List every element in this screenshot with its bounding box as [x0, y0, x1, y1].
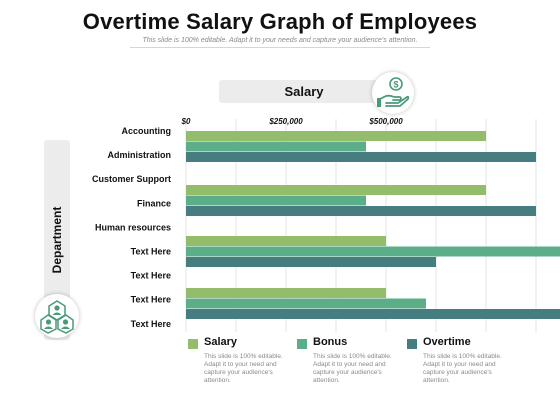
svg-text:$: $ — [393, 80, 398, 90]
category-label-2: Customer Support — [92, 174, 171, 184]
bar-salary-3 — [186, 288, 386, 298]
page-title: Overtime Salary Graph of Employees — [82, 9, 478, 34]
legend-name: Overtime — [423, 336, 471, 348]
x-tick-label-2: $500,000 — [368, 117, 403, 126]
legend-swatch — [297, 339, 307, 349]
x-tick-label-0: $0 — [181, 117, 191, 126]
bar-salary-1 — [186, 185, 486, 195]
bar-overtime-0 — [186, 152, 536, 162]
legend-description: This slide is 100% editable. Adapt it to… — [204, 353, 283, 384]
bar-bonus-1 — [186, 195, 366, 206]
category-label-0: Accounting — [122, 126, 172, 136]
legend-description: This slide is 100% editable. Adapt it to… — [313, 353, 392, 384]
legend-description: This slide is 100% editable. Adapt it to… — [423, 353, 502, 384]
bar-overtime-2 — [186, 257, 436, 267]
bar-bonus-0 — [186, 141, 366, 152]
bar-bonus-3 — [186, 298, 426, 309]
bar-salary-2 — [186, 236, 386, 246]
legend-name: Bonus — [313, 336, 348, 348]
legend-name: Salary — [204, 336, 238, 348]
category-label-8: Text Here — [131, 319, 171, 329]
team-network-icon — [35, 294, 79, 338]
salary-axis-header: Salary — [219, 80, 389, 103]
hand-money-icon: $ — [372, 72, 414, 114]
subtitle-divider — [130, 47, 430, 48]
category-label-1: Administration — [107, 150, 171, 160]
category-label-6: Text Here — [131, 271, 171, 281]
legend-swatch — [188, 339, 198, 349]
bar-bonus-2 — [186, 246, 560, 257]
category-label-5: Text Here — [131, 247, 171, 257]
bar-overtime-3 — [186, 309, 560, 319]
legend-swatch — [407, 339, 417, 349]
category-label-4: Human resources — [95, 222, 171, 232]
bar-overtime-1 — [186, 206, 536, 216]
x-tick-label-1: $250,000 — [268, 117, 303, 126]
bar-salary-0 — [186, 131, 486, 141]
category-label-7: Text Here — [131, 295, 171, 305]
page-subtitle: This slide is 100% editable. Adapt it to… — [142, 37, 418, 44]
category-label-3: Finance — [137, 198, 171, 208]
